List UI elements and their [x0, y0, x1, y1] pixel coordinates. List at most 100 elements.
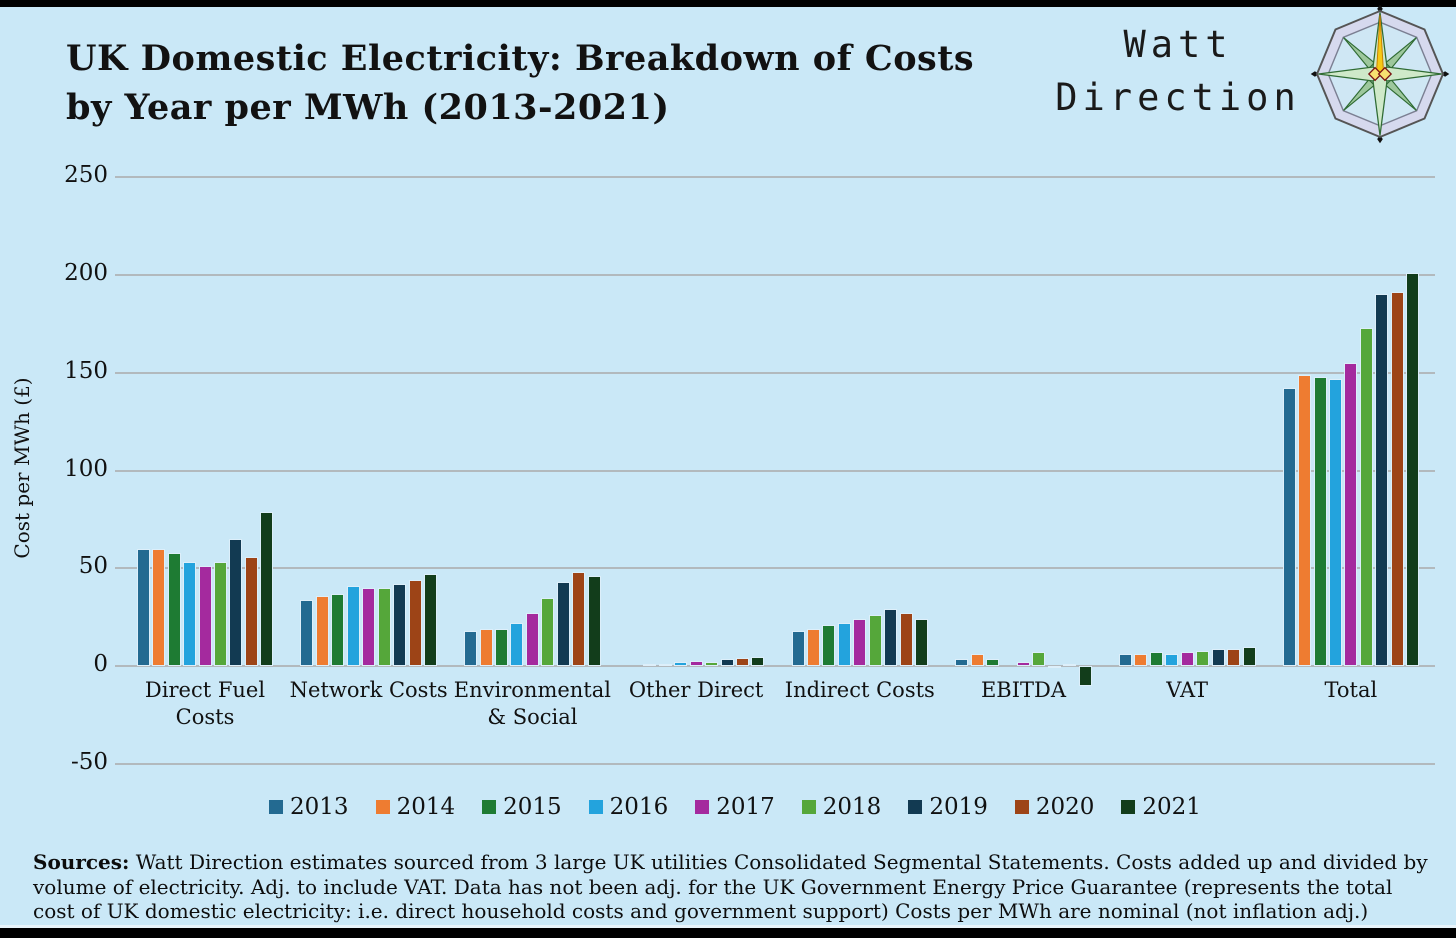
y-tick-label-100: 100	[64, 455, 108, 482]
bar-other-direct-2019	[720, 659, 734, 667]
bar-direct-fuel-costs-2019	[229, 538, 243, 667]
bar-direct-fuel-costs-2021	[260, 511, 274, 667]
bar-network-costs-2018	[377, 587, 391, 667]
bar-environmental-social-2014	[479, 628, 493, 667]
legend-item-2020: 2020	[1014, 794, 1095, 820]
bar-other-direct-2021	[751, 657, 765, 667]
gridline-0	[115, 665, 1435, 668]
bar-environmental-social-2015	[495, 628, 508, 667]
bar-vat-2021	[1242, 646, 1256, 667]
bar-vat-2019	[1211, 648, 1225, 667]
bar-indirect-costs-2020	[899, 613, 913, 667]
bar-environmental-social-2016	[510, 623, 524, 667]
gridline-50	[115, 567, 1435, 570]
legend-label: 2015	[503, 794, 562, 820]
legend-label: 2018	[822, 794, 882, 820]
x-category-label-ebitda: EBITDA	[929, 677, 1119, 704]
bar-total-2019	[1375, 294, 1389, 667]
legend-swatch-icon	[269, 800, 284, 814]
bar-indirect-costs-2021	[915, 619, 929, 667]
x-category-label-line: Environmental	[453, 678, 611, 703]
bar-total-2016	[1328, 378, 1342, 667]
bar-direct-fuel-costs-2014	[152, 548, 166, 667]
x-category-label-network-costs: Network Costs	[274, 677, 464, 704]
legend-swatch-icon	[1014, 800, 1029, 814]
legend-label: 2014	[396, 794, 456, 820]
bar-indirect-costs-2013	[791, 630, 805, 667]
sources-text: Watt Direction estimates sourced from 3 …	[33, 850, 1428, 923]
x-category-label-indirect-costs: Indirect Costs	[765, 677, 955, 704]
sources-label: Sources:	[33, 850, 130, 874]
bar-network-costs-2013	[300, 599, 314, 667]
bottom-frame-accent	[0, 925, 1456, 928]
x-category-label-total: Total	[1256, 677, 1446, 704]
legend-item-2019: 2019	[908, 794, 988, 820]
legend-swatch-icon	[375, 800, 390, 814]
legend-swatch-icon	[1121, 800, 1136, 814]
bar-ebitda-2019	[1047, 666, 1061, 669]
bar-vat-2017	[1180, 652, 1194, 667]
legend-swatch-icon	[482, 800, 497, 814]
bar-indirect-costs-2017	[853, 619, 867, 667]
bar-indirect-costs-2014	[806, 628, 820, 667]
legend-label: 2016	[609, 794, 669, 820]
legend-swatch-icon	[908, 800, 923, 814]
y-tick-label--50: -50	[70, 749, 108, 775]
bar-direct-fuel-costs-2017	[198, 566, 212, 667]
bar-network-costs-2020	[408, 580, 422, 667]
x-category-label-vat: VAT	[1092, 677, 1282, 704]
bar-ebitda-2021	[1078, 666, 1092, 686]
x-category-label-line: Direct Fuel	[144, 678, 266, 703]
x-category-label-line: VAT	[1166, 678, 1209, 703]
bar-total-2021	[1406, 272, 1420, 667]
legend-swatch-icon	[695, 800, 710, 814]
x-category-label-other-direct: Other Direct	[601, 677, 791, 704]
bar-vat-2013	[1118, 654, 1132, 667]
bar-indirect-costs-2018	[868, 615, 882, 667]
legend-item-2017: 2017	[695, 794, 775, 820]
bar-indirect-costs-2016	[837, 623, 851, 667]
chart-title-line2: by Year per MWh (2013-2021)	[66, 87, 670, 128]
bar-total-2017	[1344, 362, 1358, 667]
legend-label: 2013	[290, 794, 349, 820]
bar-environmental-social-2017	[525, 613, 539, 667]
bar-ebitda-2015	[986, 659, 1000, 667]
x-category-label-line: Indirect Costs	[784, 678, 935, 703]
bar-direct-fuel-costs-2013	[136, 548, 150, 667]
bar-total-2014	[1298, 374, 1312, 667]
chart-legend: 2013 2014 2015 2016 2017 2018 2019 2020 2021	[0, 794, 1456, 820]
y-tick-label-150: 150	[64, 357, 108, 384]
legend-item-2014: 2014	[375, 794, 456, 820]
gridline-150	[115, 371, 1435, 374]
bar-ebitda-2017	[1017, 662, 1030, 667]
bar-network-costs-2015	[331, 593, 345, 667]
bar-ebitda-2018	[1032, 652, 1046, 667]
legend-item-2018: 2018	[801, 794, 882, 820]
bottom-frame-bar	[0, 928, 1456, 938]
x-category-label-line: Total	[1324, 678, 1378, 703]
bar-vat-2020	[1227, 648, 1241, 667]
gridline-100	[115, 469, 1435, 472]
bar-direct-fuel-costs-2018	[213, 562, 227, 667]
x-category-label-line: Other Direct	[628, 678, 764, 703]
bar-vat-2014	[1134, 654, 1148, 667]
bar-environmental-social-2019	[556, 582, 570, 667]
legend-item-2016: 2016	[588, 794, 669, 820]
bar-network-costs-2021	[424, 574, 437, 667]
legend-swatch-icon	[588, 800, 603, 814]
y-tick-label-0: 0	[93, 651, 108, 678]
bar-total-2020	[1390, 292, 1404, 667]
compass-rose-icon	[1310, 4, 1450, 144]
bar-other-direct-2016	[674, 662, 688, 667]
bar-vat-2016	[1165, 654, 1179, 667]
y-axis-ticks: 250 200 150 100 50 0 -50	[0, 162, 108, 775]
x-category-label-line: EBITDA	[980, 678, 1067, 703]
bar-direct-fuel-costs-2015	[167, 552, 181, 667]
bar-ebitda-2014	[970, 654, 984, 667]
legend-label: 2020	[1035, 794, 1095, 820]
bar-network-costs-2019	[393, 583, 407, 667]
y-tick-label-50: 50	[78, 553, 108, 580]
bar-other-direct-2018	[705, 662, 719, 667]
top-frame-bar	[0, 0, 1456, 7]
